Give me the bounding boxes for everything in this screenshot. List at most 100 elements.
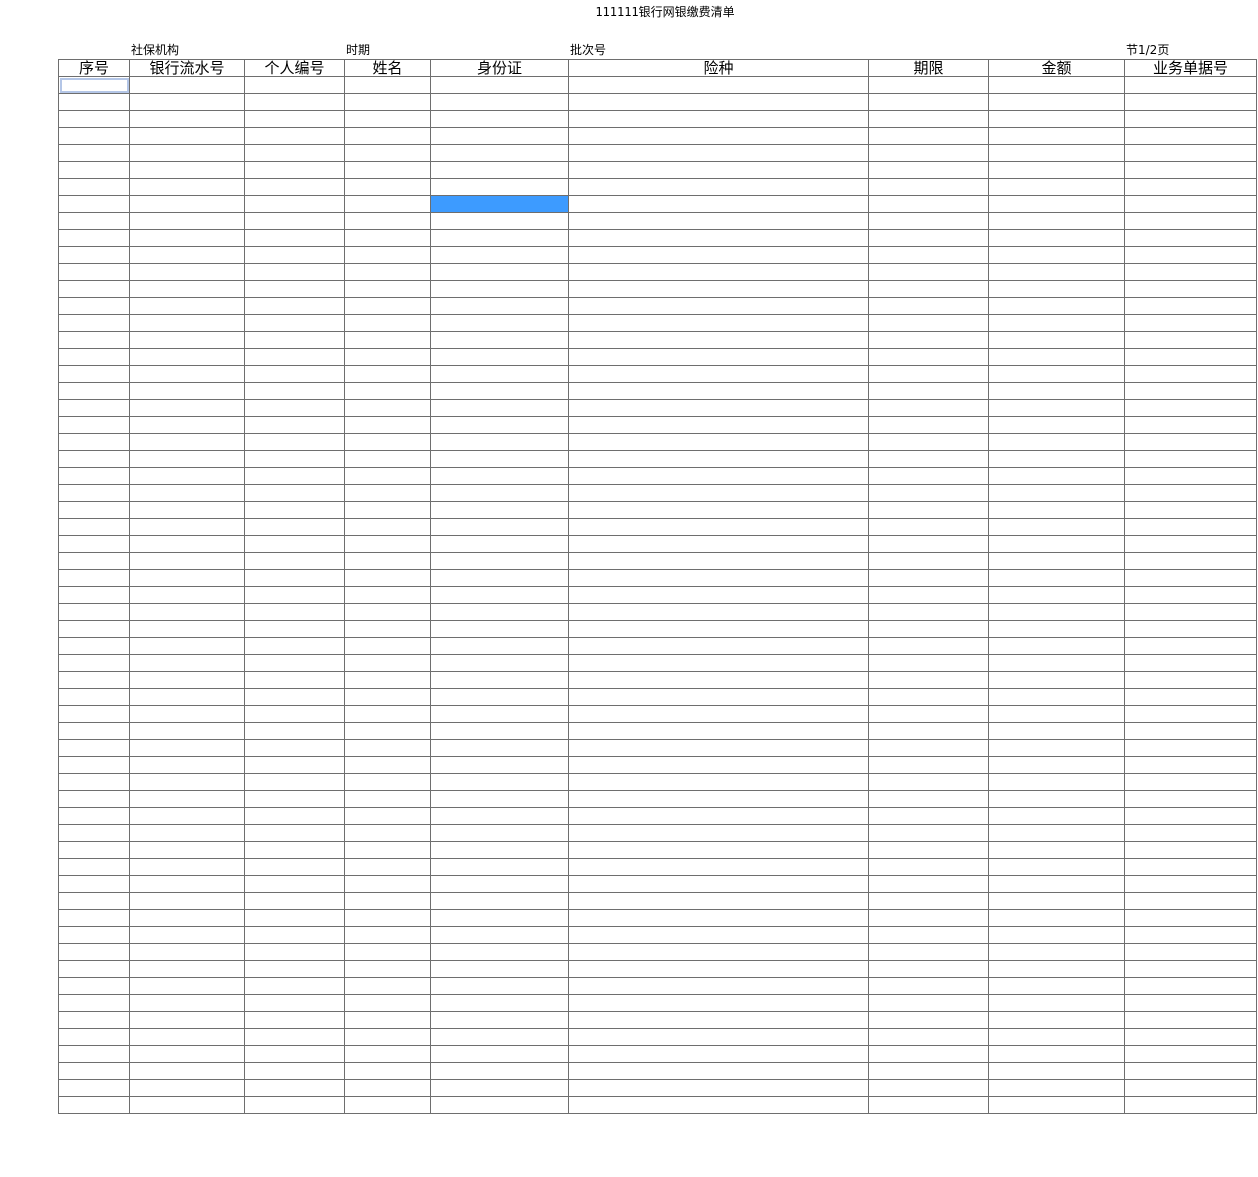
cell-term[interactable] [868, 943, 989, 961]
cell-id-card[interactable] [430, 110, 569, 128]
cell-amount[interactable] [988, 756, 1125, 774]
cell-doc-no[interactable] [1124, 331, 1257, 349]
cell-bank-serial[interactable] [129, 552, 245, 570]
cell-personal-id[interactable] [244, 671, 345, 689]
cell-name[interactable] [344, 110, 431, 128]
cell-personal-id[interactable] [244, 909, 345, 927]
cell-amount[interactable] [988, 671, 1125, 689]
cell-bank-serial[interactable] [129, 229, 245, 247]
cell-name[interactable] [344, 943, 431, 961]
cell-name[interactable] [344, 841, 431, 859]
cell-term[interactable] [868, 348, 989, 366]
cell-personal-id[interactable] [244, 1079, 345, 1097]
cell-term[interactable] [868, 790, 989, 808]
cell-seq[interactable] [58, 467, 130, 485]
cell-seq[interactable] [58, 93, 130, 111]
cell-name[interactable] [344, 161, 431, 179]
cell-personal-id[interactable] [244, 977, 345, 995]
cell-insurance-type[interactable] [568, 348, 869, 366]
cell-seq[interactable] [58, 365, 130, 383]
cell-doc-no[interactable] [1124, 195, 1257, 213]
cell-doc-no[interactable] [1124, 1045, 1257, 1063]
cell-doc-no[interactable] [1124, 1079, 1257, 1097]
cell-personal-id[interactable] [244, 688, 345, 706]
cell-doc-no[interactable] [1124, 654, 1257, 672]
cell-doc-no[interactable] [1124, 790, 1257, 808]
cell-term[interactable] [868, 501, 989, 519]
cell-amount[interactable] [988, 1011, 1125, 1029]
cell-insurance-type[interactable] [568, 433, 869, 451]
cell-id-card[interactable] [430, 144, 569, 162]
cell-amount[interactable] [988, 263, 1125, 281]
cell-name[interactable] [344, 212, 431, 230]
cell-id-card[interactable] [430, 178, 569, 196]
cell-amount[interactable] [988, 297, 1125, 315]
cell-id-card[interactable] [430, 892, 569, 910]
cell-insurance-type[interactable] [568, 127, 869, 145]
cell-id-card[interactable] [430, 671, 569, 689]
cell-seq[interactable] [58, 705, 130, 723]
cell-personal-id[interactable] [244, 212, 345, 230]
cell-seq[interactable] [58, 246, 130, 264]
cell-personal-id[interactable] [244, 841, 345, 859]
cell-insurance-type[interactable] [568, 246, 869, 264]
cell-id-card[interactable] [430, 161, 569, 179]
cell-doc-no[interactable] [1124, 620, 1257, 638]
cell-doc-no[interactable] [1124, 1062, 1257, 1080]
cell-term[interactable] [868, 739, 989, 757]
cell-doc-no[interactable] [1124, 1096, 1257, 1114]
cell-personal-id[interactable] [244, 824, 345, 842]
cell-amount[interactable] [988, 93, 1125, 111]
cell-amount[interactable] [988, 127, 1125, 145]
cell-personal-id[interactable] [244, 195, 345, 213]
cell-personal-id[interactable] [244, 807, 345, 825]
cell-name[interactable] [344, 569, 431, 587]
cell-name[interactable] [344, 977, 431, 995]
cell-insurance-type[interactable] [568, 994, 869, 1012]
cell-bank-serial[interactable] [129, 739, 245, 757]
cell-term[interactable] [868, 297, 989, 315]
cell-bank-serial[interactable] [129, 467, 245, 485]
cell-seq[interactable] [58, 1028, 130, 1046]
cell-amount[interactable] [988, 518, 1125, 536]
cell-term[interactable] [868, 620, 989, 638]
cell-personal-id[interactable] [244, 246, 345, 264]
cell-name[interactable] [344, 178, 431, 196]
cell-insurance-type[interactable] [568, 858, 869, 876]
cell-insurance-type[interactable] [568, 892, 869, 910]
cell-personal-id[interactable] [244, 739, 345, 757]
cell-bank-serial[interactable] [129, 892, 245, 910]
cell-doc-no[interactable] [1124, 637, 1257, 655]
cell-doc-no[interactable] [1124, 263, 1257, 281]
cell-bank-serial[interactable] [129, 280, 245, 298]
cell-name[interactable] [344, 416, 431, 434]
cell-amount[interactable] [988, 178, 1125, 196]
cell-amount[interactable] [988, 705, 1125, 723]
cell-amount[interactable] [988, 688, 1125, 706]
cell-term[interactable] [868, 178, 989, 196]
cell-personal-id[interactable] [244, 416, 345, 434]
cell-amount[interactable] [988, 654, 1125, 672]
cell-seq[interactable] [58, 977, 130, 995]
cell-personal-id[interactable] [244, 586, 345, 604]
cell-id-card[interactable] [430, 790, 569, 808]
cell-doc-no[interactable] [1124, 756, 1257, 774]
cell-doc-no[interactable] [1124, 722, 1257, 740]
cell-amount[interactable] [988, 331, 1125, 349]
cell-term[interactable] [868, 535, 989, 553]
cell-personal-id[interactable] [244, 450, 345, 468]
cell-personal-id[interactable] [244, 484, 345, 502]
cell-term[interactable] [868, 722, 989, 740]
cell-term[interactable] [868, 1096, 989, 1114]
cell-personal-id[interactable] [244, 994, 345, 1012]
cell-amount[interactable] [988, 926, 1125, 944]
cell-id-card[interactable] [430, 824, 569, 842]
cell-term[interactable] [868, 960, 989, 978]
cell-bank-serial[interactable] [129, 688, 245, 706]
cell-seq[interactable] [58, 297, 130, 315]
column-header-seq[interactable]: 序号 [58, 59, 130, 77]
cell-id-card[interactable] [430, 960, 569, 978]
cell-bank-serial[interactable] [129, 654, 245, 672]
cell-id-card[interactable] [430, 739, 569, 757]
cell-bank-serial[interactable] [129, 960, 245, 978]
